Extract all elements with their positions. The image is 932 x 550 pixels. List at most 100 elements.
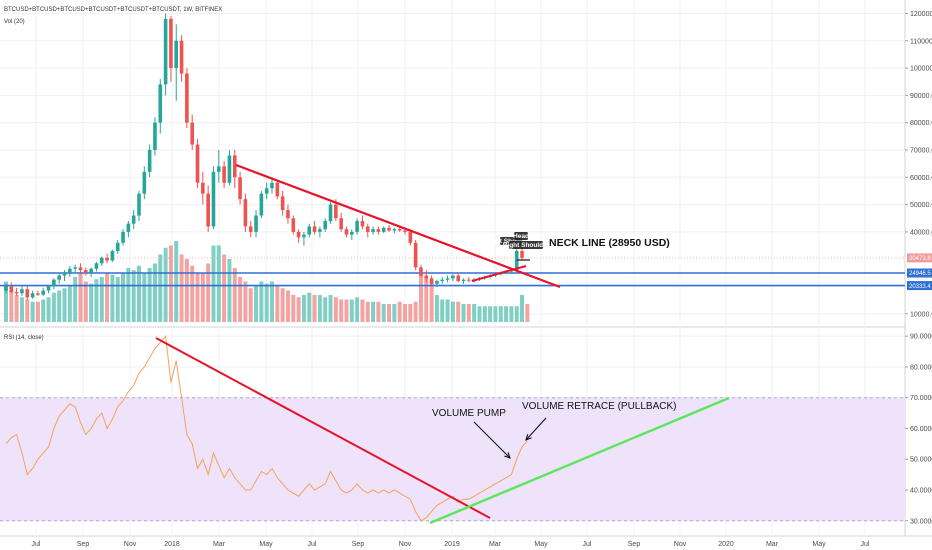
x-tick-label: 2020	[718, 541, 734, 548]
candle-body	[174, 40, 179, 69]
volume-bar	[168, 245, 173, 322]
rsi-tick-label: 50.0000	[910, 457, 932, 464]
volume-bar	[301, 295, 306, 322]
candle-body	[312, 226, 317, 232]
volume-bar	[440, 299, 445, 322]
volume-bar	[35, 301, 40, 322]
candle-body	[275, 182, 280, 197]
candle-body	[365, 226, 370, 232]
candle-body	[318, 229, 322, 232]
x-tick-label: May	[534, 541, 548, 548]
volume-bar	[73, 277, 78, 322]
candle-body	[30, 293, 35, 298]
candle-body	[158, 84, 163, 123]
candle-body	[20, 289, 24, 294]
candle-body	[392, 229, 397, 231]
candle-body	[217, 166, 221, 172]
volume-bar	[403, 304, 407, 322]
y-tick-label: 50000.0	[910, 202, 932, 209]
volume-bar	[397, 301, 402, 322]
candle-body	[126, 223, 131, 232]
candle-body	[248, 226, 253, 232]
volume-bar	[67, 286, 72, 322]
y-tick-label: 120000.0	[910, 11, 932, 18]
level-high-badge: 24946.5	[909, 271, 931, 277]
y-tick-label: 110000.0	[910, 38, 932, 45]
volume-bar	[307, 292, 312, 322]
volume-bar	[99, 277, 104, 322]
candle-body	[403, 230, 407, 232]
volume-bar	[126, 268, 131, 322]
volume-bar	[243, 281, 248, 322]
candle-body	[270, 182, 274, 189]
candle-body	[360, 220, 365, 227]
volume-bar	[488, 306, 493, 322]
x-tick-label: Jul	[583, 541, 592, 548]
current-price-badge-bg	[907, 253, 932, 263]
volume-bar	[222, 254, 227, 322]
volume-bar	[9, 290, 14, 322]
volume-bar	[227, 259, 232, 322]
volume-bar	[466, 304, 471, 322]
level-low-badge-bg	[907, 281, 932, 291]
volume-bar	[312, 295, 317, 322]
candle-body	[185, 73, 189, 123]
candle-body	[99, 257, 104, 264]
candle-body	[291, 218, 296, 232]
candle-body	[57, 275, 61, 280]
volume-bar	[429, 281, 434, 322]
candle-body	[9, 286, 14, 292]
volume-bar	[179, 254, 184, 322]
candle-body	[461, 279, 466, 282]
volume-bar	[78, 272, 83, 322]
x-tick-label: May	[259, 541, 273, 548]
volume-indicator-label: Vol (20)	[4, 19, 25, 25]
volume-bar	[376, 301, 381, 322]
volume-bar	[360, 299, 365, 322]
volume-bar	[46, 297, 51, 322]
rsi-tick-label: 80.0000	[910, 364, 932, 371]
candle-body	[169, 18, 173, 69]
candle-body	[36, 293, 40, 295]
volume-bar	[25, 299, 30, 322]
volume-bar	[333, 297, 338, 322]
candle-body	[115, 242, 120, 252]
candle-body	[137, 193, 141, 216]
candle-body	[514, 251, 519, 271]
volume-bar	[477, 306, 482, 322]
candle-body	[227, 155, 232, 183]
volume-bar	[456, 301, 461, 322]
volume-bar	[408, 304, 413, 322]
candle-body	[334, 204, 338, 219]
volume-bar	[472, 304, 477, 322]
y-tick-label: 60000.0	[910, 175, 932, 182]
volume-bar	[387, 304, 392, 322]
level-low-badge: 20333.4	[909, 284, 931, 290]
head-label-bg	[514, 232, 528, 240]
candle-body	[323, 220, 327, 230]
y-tick-label: 40000.0	[910, 229, 932, 236]
current-price-badge: 30473.8	[909, 256, 931, 262]
candle-body	[243, 199, 248, 227]
candle-body	[195, 144, 200, 183]
candle-body	[328, 204, 333, 221]
candle-body	[376, 229, 381, 232]
candle-body	[419, 267, 423, 276]
volume-bar	[89, 283, 94, 322]
candle-body	[84, 270, 88, 273]
rsi-ascending-trendline	[429, 396, 730, 525]
candle-body	[350, 231, 354, 235]
volume-bar	[105, 272, 110, 322]
volume-bar	[291, 295, 296, 322]
volume-pump-arrow-head	[504, 452, 511, 459]
level-high-badge-bg	[907, 268, 932, 278]
candle-body	[201, 182, 205, 194]
volume-bar	[137, 265, 141, 322]
volume-bar	[30, 301, 35, 322]
volume-bar	[62, 288, 67, 322]
candle-body	[14, 291, 19, 294]
candle-body	[232, 155, 237, 178]
candle-body	[62, 272, 67, 276]
right-shoulder-label: Right Shoulder	[503, 242, 550, 249]
